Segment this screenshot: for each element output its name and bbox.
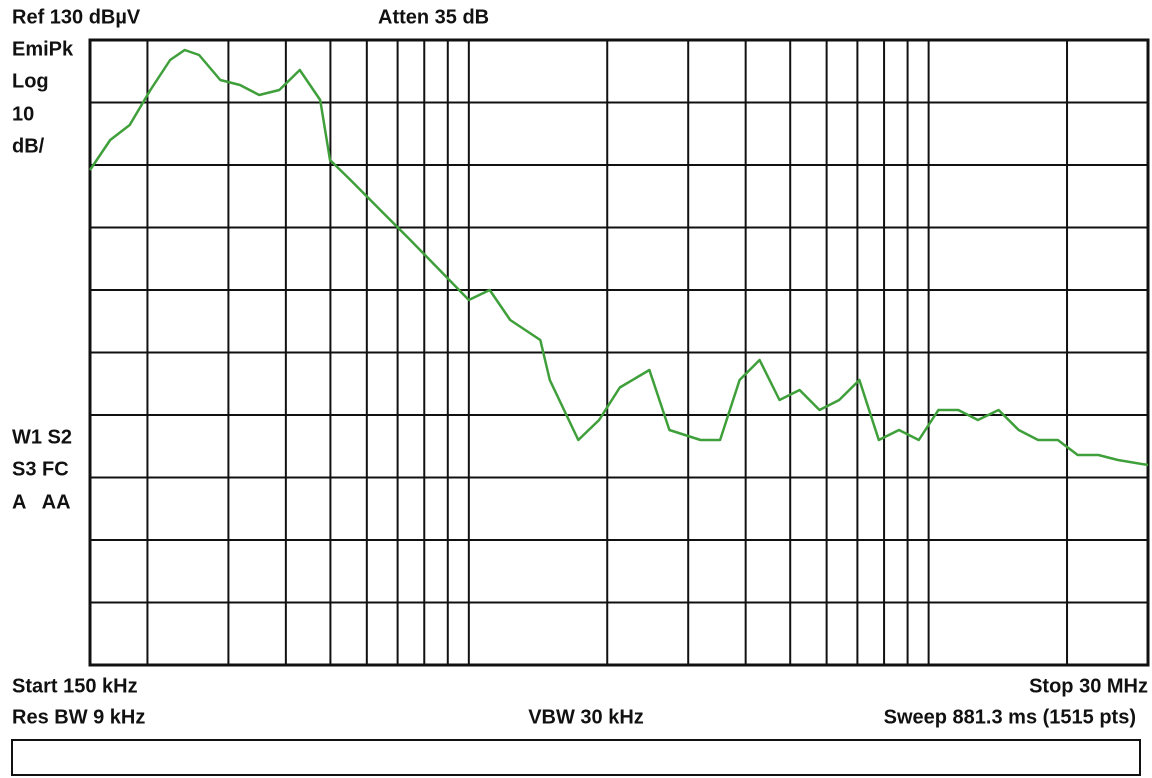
trace: [88, 48, 1149, 467]
detector: EmiPk: [12, 38, 74, 60]
attenuation: Atten 35 dB: [378, 6, 489, 28]
ref-level: Ref 130 dBµV: [12, 6, 141, 28]
start-freq: Start 150 kHz: [12, 675, 138, 697]
trace-status: A AA: [12, 491, 71, 513]
vbw: VBW 30 kHz: [528, 706, 644, 728]
scale-type: Log: [12, 70, 49, 92]
status-box: [11, 739, 1141, 776]
scale-unit: dB/: [12, 135, 45, 157]
sweep: Sweep 881.3 ms (1515 pts): [884, 706, 1136, 728]
trace-status: W1 S2: [12, 426, 72, 448]
trace-status: S3 FC: [12, 458, 69, 480]
scale-value: 10: [12, 103, 34, 125]
res-bw: Res BW 9 kHz: [12, 706, 145, 728]
stop-freq: Stop 30 MHz: [1029, 675, 1148, 697]
